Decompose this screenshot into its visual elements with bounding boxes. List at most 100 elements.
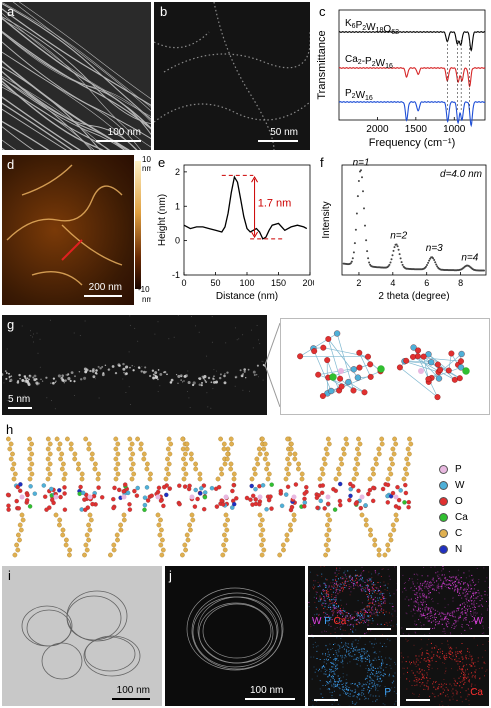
legend-dot-c xyxy=(439,529,448,538)
ir-chart: 2000 1500 1000 Frequency (cm⁻¹) Transmittanc… xyxy=(316,9,486,149)
chart-e-xlabel: Distance (nm) xyxy=(216,291,278,302)
panel-h-chain-model: h P W O Ca C N xyxy=(2,422,489,562)
chart-e-arrowhead-top xyxy=(251,176,258,183)
scalebar-label-j: 100 nm xyxy=(250,685,284,696)
chart-e-xtick-label: 0 xyxy=(181,278,186,288)
ring-fibers xyxy=(21,590,141,680)
scalebar-label-b: 50 nm xyxy=(270,127,298,138)
panel-label-b: b xyxy=(160,4,168,19)
colorbar-top-unit: nm xyxy=(142,164,151,173)
chart-e-frame xyxy=(183,164,311,276)
eds-p-dots xyxy=(310,637,397,706)
chart-c-series-label-2: P2W16 xyxy=(345,88,373,102)
legend-item-ca: Ca xyxy=(439,512,468,523)
haadf-chain xyxy=(2,315,266,410)
chart-f-peak-label-4: n=4 xyxy=(461,253,478,264)
eds-w-dots xyxy=(401,566,489,635)
chart-e-annotation: 1.7 nm xyxy=(258,197,292,209)
xrd-chart: 2 4 6 8 2 theta (degree) Intensity n=1 n=2 n=3 n=… xyxy=(321,158,487,302)
chart-c-series-label-0: K6P2W18O62 xyxy=(345,18,399,36)
panel-label-j: j xyxy=(169,568,172,583)
panel-f-xrd: f 2 4 6 8 2 theta (degree) Intensity n=1 n=2 n=3… xyxy=(316,155,489,305)
chart-f-xtick-label: 8 xyxy=(458,278,463,288)
eds-map-p: P xyxy=(308,637,397,706)
scalebar-label-g: 5 nm xyxy=(8,394,31,405)
chart-e-ytick-label: 1 xyxy=(175,201,180,211)
scalebar-eds-w xyxy=(406,628,430,630)
chart-c-ylabel: Transmittance xyxy=(316,30,328,99)
panel-g-molecular-model xyxy=(280,318,490,415)
scalebar-label-i: 100 nm xyxy=(116,685,150,696)
chart-e-xtick-label: 100 xyxy=(239,278,254,288)
panel-label-i: i xyxy=(8,568,11,583)
eds-w-label: W xyxy=(473,616,483,627)
scalebar-a xyxy=(96,140,141,142)
chart-f-peak-label-1: n=1 xyxy=(353,158,370,169)
scalebar-b xyxy=(258,140,298,142)
eds-map-merged: W P Ca xyxy=(308,566,397,635)
afm-image: d 200 nm xyxy=(2,155,134,305)
chart-e-line xyxy=(183,175,308,240)
chart-f-xtick-label: 6 xyxy=(424,278,429,288)
scalebar-eds-merged xyxy=(367,628,391,630)
scalebar-eds-ca xyxy=(406,699,430,701)
chart-c-series-2 xyxy=(338,101,486,128)
afm-profile-line xyxy=(61,239,83,261)
chart-f-peak-label-3: n=3 xyxy=(426,243,443,254)
panel-label-e: e xyxy=(158,155,166,170)
scalebar-j xyxy=(245,698,295,700)
chart-e-ylabel: Height (nm) xyxy=(157,194,168,246)
afm-colorbar xyxy=(135,161,141,289)
panel-c-ir-spectra: c 2000 1500 1000 Frequency (cm⁻¹) Transmitta… xyxy=(313,2,489,150)
afm-fibers xyxy=(6,164,123,286)
chart-e-ytick-label: 0 xyxy=(175,236,180,246)
chart-f-peak-label-2: n=2 xyxy=(390,230,407,241)
colorbar-top: 10 xyxy=(142,155,151,164)
panel-a-sem-image: a 100 nm xyxy=(2,2,151,150)
fiber-texture-b xyxy=(154,2,310,150)
scalebar-g xyxy=(8,407,32,409)
chart-c-series-1 xyxy=(338,67,486,88)
chart-e-xtick-label: 150 xyxy=(271,278,286,288)
chart-e-ytick-label: -1 xyxy=(172,270,180,280)
eds-merged-dots xyxy=(308,566,397,635)
chain-structure-model xyxy=(5,436,414,558)
legend-dot-p xyxy=(439,465,448,474)
legend-item-o: O xyxy=(439,496,463,507)
eds-p-label: P xyxy=(384,687,391,698)
scalebar-i xyxy=(112,698,150,700)
panel-b-tem-image: b 50 nm xyxy=(154,2,310,150)
legend-dot-ca xyxy=(439,513,448,522)
eds-merged-labels: W P Ca xyxy=(312,616,347,627)
colorbar-bottom-unit: nm xyxy=(142,295,151,304)
chart-e-xtick-label: 50 xyxy=(210,278,220,288)
chart-c-series-label-1: Ca2-P2W16 xyxy=(345,54,393,70)
chart-f-ylabel: Intensity xyxy=(321,201,332,238)
scalebar-d xyxy=(84,295,122,297)
legend-item-n: N xyxy=(439,544,462,555)
fiber-texture-a xyxy=(2,2,151,150)
eds-ca-label: Ca xyxy=(470,687,483,698)
scalebar-label-d: 200 nm xyxy=(88,282,122,293)
legend-item-p: P xyxy=(439,464,462,475)
legend-dot-w xyxy=(439,481,448,490)
panel-label-f: f xyxy=(320,155,324,170)
chart-e-xtick-label: 200 xyxy=(302,278,314,288)
legend-dot-n xyxy=(439,545,448,554)
chart-f-xtick-label: 4 xyxy=(390,278,395,288)
legend-item-c: C xyxy=(439,528,462,539)
pom-cluster-model xyxy=(297,330,470,401)
chart-c-frame xyxy=(338,9,486,121)
panel-label-h: h xyxy=(6,422,14,437)
eds-ca-dots xyxy=(400,637,489,706)
scalebar-eds-p xyxy=(314,699,338,701)
chart-e-ytick-label: 2 xyxy=(175,167,180,177)
chart-f-annotation: d=4.0 nm xyxy=(440,169,482,180)
panel-i-tem-rings: i 100 nm xyxy=(2,566,162,706)
panel-d-afm-image: d 200 nm 10 nm -10 nm xyxy=(2,155,151,305)
panel-label-a: a xyxy=(7,4,15,19)
chart-e-arrowhead-bottom xyxy=(251,231,258,239)
eds-map-w: W xyxy=(400,566,489,635)
